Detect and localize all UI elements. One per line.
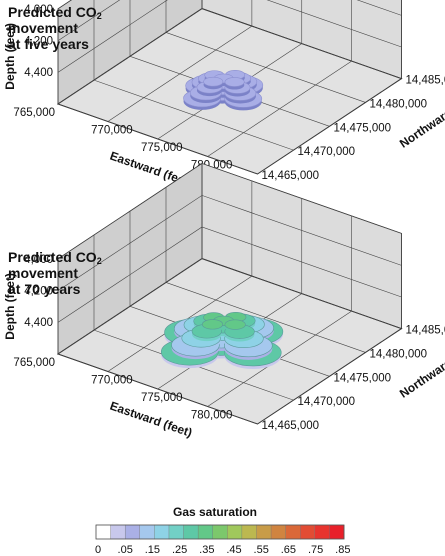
panel-70-years: 4,000 4,200 4,400 Depth (feet) 765,000 770,00…	[3, 162, 445, 440]
eastward-tick-label: 765,000	[13, 107, 55, 119]
eastward-tick-label: 770,000	[91, 125, 133, 137]
chart-title-70-years: Predicted CO2 movement at 70 years	[8, 249, 102, 297]
colorbar-tick-label: .55	[254, 544, 269, 556]
colorbar-tick-label: .85	[335, 544, 350, 556]
floor-grid-line	[93, 79, 294, 151]
colorbar-swatch	[95, 524, 112, 540]
colorbar-tick-label: .45	[226, 544, 241, 556]
wall-grid-line	[57, 0, 402, 42]
northward-tick-label: 14,470,000	[298, 396, 356, 408]
depth-tick-label: 4,000	[24, 254, 53, 266]
northward-tick-label: 14,480,000	[370, 348, 428, 360]
colorbar-swatch	[124, 524, 141, 540]
plume-layer-top	[224, 319, 246, 330]
eastward-tick-label: 775,000	[141, 392, 183, 404]
eastward-axis-label: Eastward (feet)	[108, 399, 194, 440]
colorbar-swatch	[300, 524, 316, 540]
colorbar-swatch	[241, 524, 257, 540]
colorbar-swatch	[183, 524, 199, 540]
colorbar-swatch	[256, 524, 272, 540]
eastward-tick-label: 775,000	[141, 142, 183, 154]
colorbar-swatch	[139, 524, 155, 540]
eastward-tick-label: 770,000	[91, 375, 133, 387]
plume-layer-top	[201, 319, 224, 330]
northward-tick-label: 14,480,000	[370, 98, 428, 110]
depth-axis-label: Depth (feet)	[3, 23, 17, 90]
wall-grid-line	[57, 8, 402, 105]
colorbar-frame	[95, 524, 345, 540]
colorbar-tick-label: 0	[95, 544, 101, 556]
colorbar-swatch	[227, 524, 243, 540]
colorbar-tick-label: .75	[308, 544, 323, 556]
floor-grid-line	[57, 353, 258, 425]
depth-tick-label: 4,000	[24, 4, 53, 16]
wall-grid-line	[57, 226, 402, 323]
eastward-tick-label: 780,000	[191, 410, 233, 422]
northward-axis-label: Northward (feet)	[397, 337, 445, 400]
colorbar: Gas saturation 0 .05 .15 .25 .35 .45 .55 .65 .75.…	[95, 505, 351, 556]
floor-grid-line	[57, 103, 258, 175]
wall-grid-line	[57, 0, 402, 73]
colorbar-swatch	[154, 524, 170, 540]
colorbar-swatch	[285, 524, 301, 540]
chart-title-five-years: Predicted CO2 movement at five years	[8, 4, 102, 52]
colorbar-swatch	[110, 524, 126, 540]
wall-grid-line	[57, 258, 402, 355]
northward-axis-label: Northward (feet)	[397, 87, 445, 150]
plume-layer-top	[224, 77, 245, 87]
wall-grid-line	[57, 163, 402, 260]
colorbar-swatch	[168, 524, 185, 540]
northward-tick-label: 14,475,000	[334, 122, 392, 134]
floor-grid-line	[165, 282, 366, 353]
colorbar-tick-label: .05	[118, 544, 133, 556]
depth-tick-label: 4,200	[24, 285, 53, 297]
colorbar-swatch	[212, 524, 228, 540]
northward-tick-label: 14,485,000	[406, 75, 445, 87]
northward-tick-label: 14,485,000	[406, 325, 445, 337]
depth-tick-label: 4,400	[24, 67, 53, 79]
depth-axis-label: Depth (feet)	[3, 273, 17, 340]
colorbar-swatch	[329, 524, 345, 540]
colorbar-tick-label: .15	[145, 544, 160, 556]
colorbar-tick-label: .35	[199, 544, 214, 556]
colorbar-tick-label: .25	[172, 544, 187, 556]
depth-tick-label: 4,200	[24, 35, 53, 47]
eastward-tick-label: 765,000	[13, 357, 55, 369]
colorbar-swatch	[197, 524, 214, 540]
wall-grid-line	[57, 195, 402, 292]
northward-tick-label: 14,465,000	[262, 420, 320, 432]
northward-tick-label: 14,475,000	[334, 372, 392, 384]
colorbar-swatch	[314, 524, 330, 540]
colorbar-title: Gas saturation	[173, 505, 257, 519]
floor-grid-line	[165, 32, 366, 103]
colorbar-tick-label: .65	[281, 544, 296, 556]
northward-tick-label: 14,470,000	[298, 146, 356, 158]
depth-tick-label: 4,400	[24, 317, 53, 329]
plume-layer-top	[203, 76, 224, 87]
northward-tick-label: 14,465,000	[262, 170, 320, 182]
colorbar-swatch	[270, 524, 287, 540]
